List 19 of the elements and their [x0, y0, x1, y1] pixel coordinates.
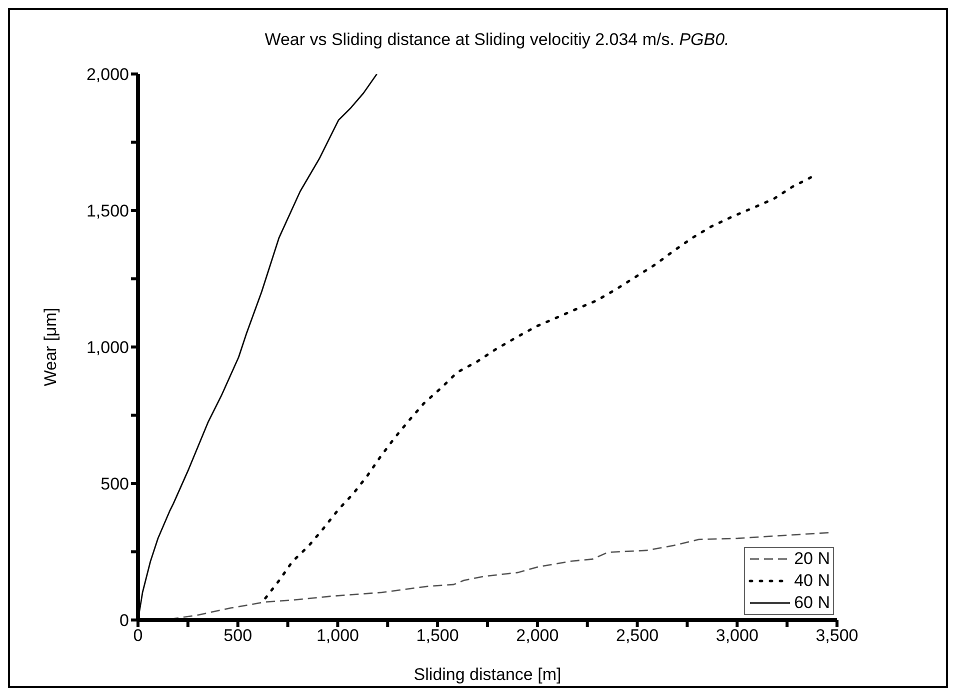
x-tick-label: 1,500: [416, 626, 459, 646]
x-tick-label: 3,000: [716, 626, 758, 646]
y-tick-label: 2,000: [86, 65, 129, 84]
x-tick-label: 500: [224, 626, 252, 646]
x-axis-title: Sliding distance [m]: [414, 665, 562, 684]
y-tick-label: 500: [100, 474, 129, 494]
x-tick-label: 3,500: [816, 626, 858, 646]
x-tick-label: 1,000: [316, 626, 359, 646]
chart-title: Wear vs Sliding distance at Sliding velocitiy 2.034 m/s. PGB0.: [264, 30, 730, 50]
legend-label: 40 N: [794, 571, 830, 590]
x-tick-label: 2,000: [516, 626, 559, 646]
legend-label: 60 N: [794, 593, 830, 612]
x-tick-label: 0: [133, 626, 143, 646]
x-tick-label: 2,500: [616, 626, 659, 646]
y-tick-label: 0: [120, 611, 129, 630]
legend-label: 20 N: [794, 549, 830, 568]
y-tick-label: 1,000: [86, 338, 129, 358]
y-tick-label: 1,500: [86, 202, 129, 221]
y-axis-title: Wear [μm]: [41, 308, 60, 386]
